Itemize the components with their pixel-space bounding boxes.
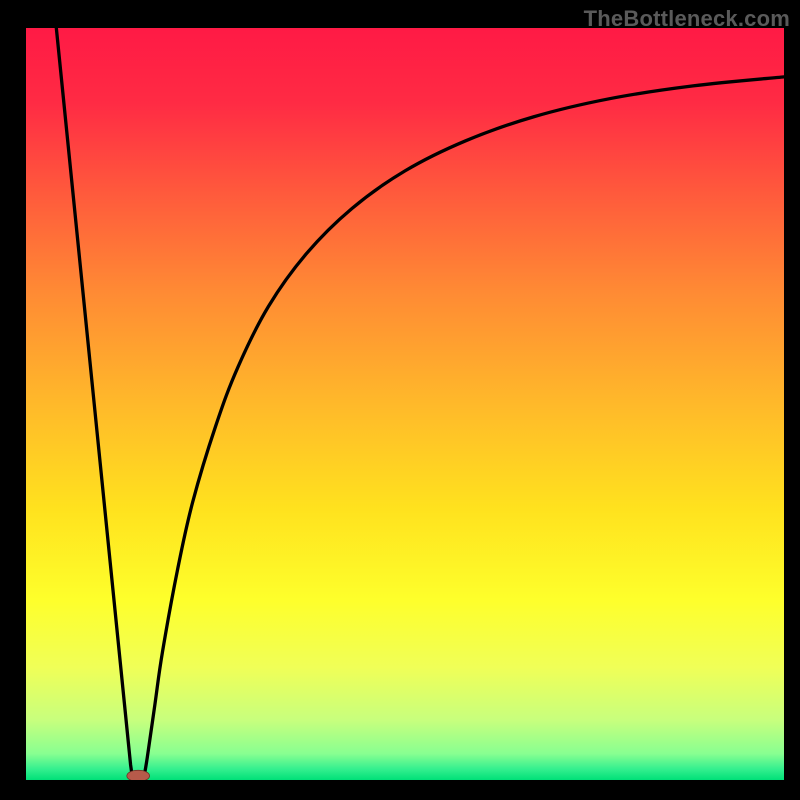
plot-area: [26, 28, 784, 780]
curve-layer: [26, 28, 784, 780]
curve-left-branch: [56, 28, 132, 775]
minimum-marker: [127, 770, 150, 780]
watermark-text: TheBottleneck.com: [584, 6, 790, 32]
chart-container: TheBottleneck.com: [0, 0, 800, 800]
curve-right-branch: [144, 77, 784, 776]
